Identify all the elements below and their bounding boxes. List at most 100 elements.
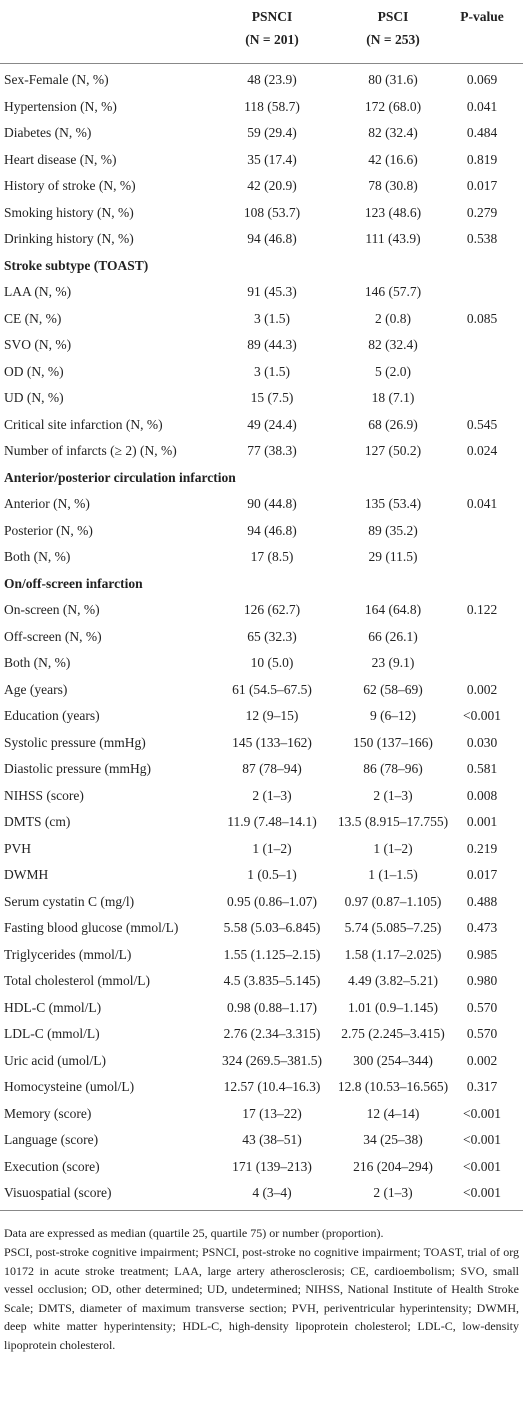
cell: 65 (32.3): [247, 628, 297, 644]
row-label: CE (N, %): [4, 310, 62, 326]
cell: 89 (35.2): [368, 522, 418, 538]
row-label: Memory (score): [4, 1105, 92, 1121]
row-label: Execution (score): [4, 1158, 100, 1174]
cell: 87 (78–94): [242, 761, 302, 776]
row-label: History of stroke (N, %): [4, 178, 136, 193]
cell: 43 (38–51): [242, 1132, 302, 1147]
cell: 0.95 (0.86–1.07): [227, 893, 317, 909]
cell: 127 (50.2): [364, 443, 422, 458]
row-label: Sex-Female (N, %): [4, 72, 109, 87]
cell: 9 (6–12): [369, 708, 417, 723]
cell: 4.49 (3.82–5.21): [348, 973, 438, 988]
row-label: Drinking history (N, %): [4, 231, 134, 246]
cell: 118 (58.7): [244, 98, 300, 114]
cell: 86 (78–96): [363, 761, 423, 776]
cell: 0.570: [466, 999, 498, 1015]
cell: 11.9 (7.48–14.1): [227, 814, 317, 829]
cell: 23 (9.1): [371, 655, 415, 670]
header-rule: [0, 63, 523, 64]
cell: 0.570: [466, 1026, 498, 1041]
cell: 4 (3–4): [252, 1185, 292, 1200]
cell: 80 (31.6): [368, 72, 418, 87]
row-label: Age (years): [4, 681, 68, 697]
cell: 123 (48.6): [364, 204, 422, 220]
row-label: Hypertension (N, %): [4, 98, 117, 114]
cell: 42 (20.9): [247, 178, 297, 193]
cell: 0.041: [466, 98, 498, 114]
section-label: Stroke subtype (TOAST): [4, 257, 149, 273]
row-label: Uric acid (umol/L): [4, 1052, 106, 1068]
cell: 145 (133–162): [232, 734, 312, 750]
cell: 17 (13–22): [242, 1105, 302, 1121]
cell: 0.484: [466, 125, 498, 140]
cell: 42 (16.6): [368, 151, 418, 167]
row-label: LDL-C (mmol/L): [4, 1026, 100, 1041]
cell: <0.001: [463, 708, 501, 723]
cell: 150 (137–166): [353, 734, 433, 750]
cell: 0.002: [466, 681, 498, 697]
cell: <0.001: [463, 1105, 501, 1121]
cell: 0.122: [466, 602, 498, 617]
row-label: Anterior (N, %): [4, 496, 90, 511]
column-subheader: (N = 201): [245, 32, 299, 47]
cell: 35 (17.4): [247, 151, 297, 167]
cell: 0.069: [466, 72, 498, 87]
cell: 77 (38.3): [247, 443, 297, 458]
section-label: On/off-screen infarction: [4, 575, 143, 591]
row-label: LAA (N, %): [4, 284, 72, 299]
cell: 0.488: [466, 893, 498, 909]
cell: 2 (0.8): [375, 310, 411, 326]
cell: 13.5 (8.915–17.755): [337, 814, 449, 829]
cell: 146 (57.7): [364, 284, 422, 299]
cell: 1 (0.5–1): [247, 867, 297, 882]
column-header: PSNCI: [251, 9, 293, 24]
section-label: Anterior/posterior circulation infarctio…: [4, 469, 236, 485]
cell: 17 (8.5): [250, 549, 294, 564]
cell: 0.002: [466, 1052, 498, 1068]
cell: <0.001: [463, 1132, 501, 1147]
column-header: PSCI: [377, 9, 409, 24]
cell: 126 (62.7): [243, 602, 301, 617]
cell: 48 (23.9): [247, 72, 297, 87]
row-label: Serum cystatin C (mg/l): [4, 893, 135, 909]
cell: 82 (32.4): [368, 125, 418, 140]
cell: 0.317: [466, 1079, 498, 1094]
cell: 66 (26.1): [368, 628, 418, 644]
row-label: Diabetes (N, %): [4, 125, 92, 140]
cell: 0.97 (0.87–1.105): [344, 893, 442, 909]
cell: 5.58 (5.03–6.845): [223, 920, 321, 935]
cell: 0.024: [466, 443, 498, 458]
cell: 2 (1–3): [252, 787, 292, 803]
cell: 0.985: [466, 946, 498, 962]
cell: 0.041: [466, 496, 498, 511]
cell: 0.017: [466, 178, 498, 193]
cell: 12 (4–14): [366, 1105, 420, 1121]
row-label: Heart disease (N, %): [4, 151, 117, 167]
row-label: DMTS (cm): [4, 814, 71, 829]
cell: 300 (254–344): [353, 1052, 433, 1068]
cell: 94 (46.8): [247, 231, 297, 246]
cell: 34 (25–38): [363, 1132, 423, 1147]
cell: 90 (44.8): [247, 496, 297, 511]
cell: 61 (54.5–67.5): [232, 681, 312, 697]
cell: 0.017: [466, 867, 498, 882]
cell: 0.581: [466, 761, 498, 776]
cell: 12.8 (10.53–16.565): [337, 1079, 449, 1094]
row-label: NIHSS (score): [4, 787, 84, 803]
cell: 1 (1–2): [252, 840, 292, 856]
cell: 0.819: [466, 151, 498, 167]
column-subheader: (N = 253): [366, 32, 420, 47]
cell: 59 (29.4): [247, 125, 297, 140]
cell: 5.74 (5.085–7.25): [344, 920, 442, 935]
cell: 0.538: [466, 231, 498, 246]
row-label: Fasting blood glucose (mmol/L): [4, 920, 179, 935]
cell: 18 (7.1): [371, 390, 415, 405]
cell: 2.76 (2.34–3.315): [223, 1026, 321, 1041]
cell: 2 (1–3): [373, 1185, 413, 1200]
cell: 0.473: [466, 920, 498, 935]
row-label: On-screen (N, %): [4, 602, 100, 617]
cell: 1 (1–2): [373, 840, 413, 856]
row-label: SVO (N, %): [4, 337, 72, 352]
cell: 68 (26.9): [368, 416, 418, 432]
cell: 171 (139–213): [232, 1158, 312, 1174]
